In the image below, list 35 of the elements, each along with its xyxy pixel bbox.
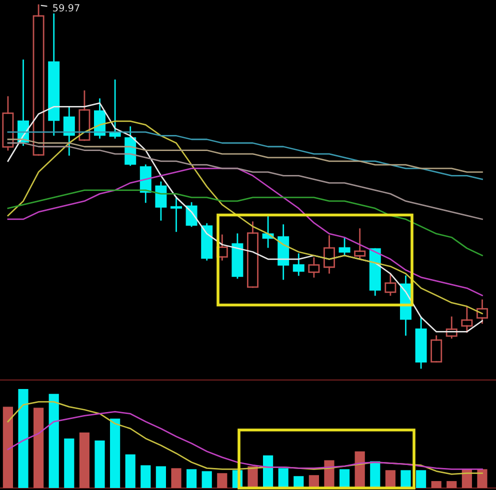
candlestick — [323, 235, 335, 274]
bar — [385, 470, 396, 488]
bar — [2, 406, 14, 488]
candlestick — [384, 273, 396, 296]
bar — [34, 408, 44, 488]
bar — [79, 432, 90, 488]
candlestick — [201, 223, 213, 261]
bar — [278, 468, 288, 488]
bar — [339, 469, 350, 488]
candlestick — [446, 316, 458, 339]
bar — [186, 469, 197, 488]
bar — [140, 465, 151, 488]
candlestick — [63, 106, 75, 156]
bar — [156, 466, 166, 488]
bar — [125, 454, 136, 488]
candlestick — [354, 228, 366, 259]
candlestick — [292, 253, 304, 276]
bar — [18, 388, 28, 488]
bar — [416, 470, 426, 488]
bar — [202, 471, 212, 488]
bar — [217, 473, 228, 488]
candlestick — [170, 196, 182, 232]
bar — [431, 481, 442, 488]
bar — [446, 481, 457, 488]
bar — [171, 468, 182, 488]
bar — [400, 470, 411, 488]
bar — [48, 394, 59, 488]
candlestick — [48, 13, 60, 136]
candlestick — [232, 233, 244, 279]
bar — [94, 440, 105, 488]
candlestick — [308, 257, 320, 278]
bar — [64, 438, 74, 488]
annotation: 59.97 — [53, 4, 80, 12]
bar — [477, 469, 488, 488]
bar — [110, 418, 120, 488]
